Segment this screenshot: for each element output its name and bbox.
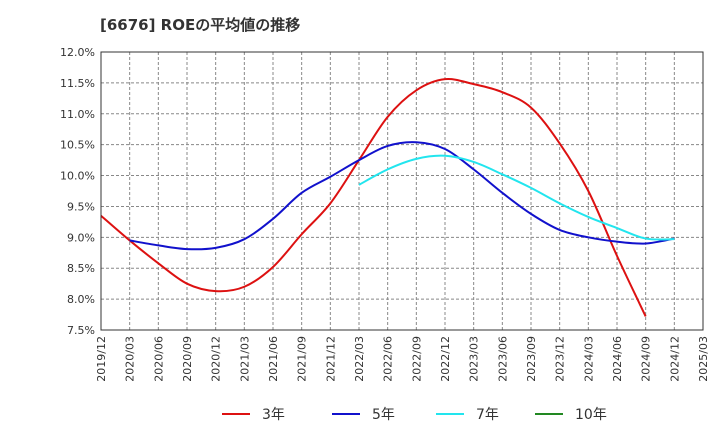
plot-frame bbox=[100, 51, 704, 331]
x-tick-label: 2020/12 bbox=[210, 336, 223, 382]
x-tick-label: 2024/03 bbox=[582, 336, 595, 382]
x-tick-label: 2023/06 bbox=[496, 336, 509, 382]
y-tick-label: 8.0% bbox=[67, 293, 95, 306]
y-tick-label: 10.5% bbox=[60, 139, 95, 152]
axis-layer: 12.0% 11.5% 11.0% 10.5% 10.0% 9.5% 9.0% 8.5% 8.0… bbox=[60, 46, 710, 382]
series-line-1 bbox=[100, 78, 647, 317]
y-tick-label: 9.0% bbox=[67, 231, 95, 244]
x-tick-label: 2020/03 bbox=[124, 336, 137, 382]
y-tick-label: 12.0% bbox=[60, 46, 95, 59]
x-tick-label: 2022/09 bbox=[410, 336, 423, 382]
legend: 3年 5年 7年 10年 bbox=[222, 407, 607, 423]
x-tick-label: 2023/09 bbox=[525, 336, 538, 382]
y-tick-label: 8.5% bbox=[67, 262, 95, 275]
chart-title: [6676] ROEの平均値の推移 bbox=[100, 16, 301, 34]
x-tick-label: 2021/09 bbox=[296, 336, 309, 382]
y-tick-label: 11.0% bbox=[60, 108, 95, 121]
legend-label: 10年 bbox=[575, 407, 607, 423]
series-line-3 bbox=[358, 154, 675, 241]
x-tick-label: 2021/06 bbox=[267, 336, 280, 382]
x-tick-label: 2022/03 bbox=[353, 336, 366, 382]
x-tick-label: 2023/03 bbox=[468, 336, 481, 382]
legend-label: 5年 bbox=[372, 407, 395, 423]
x-tick-label: 2019/12 bbox=[95, 336, 108, 382]
x-tick-label: 2020/06 bbox=[152, 336, 165, 382]
x-tick-label: 2022/12 bbox=[439, 336, 452, 382]
x-tick-label: 2024/09 bbox=[640, 336, 653, 382]
series-layer bbox=[100, 78, 675, 317]
y-tick-label: 10.0% bbox=[60, 170, 95, 183]
x-tick-label: 2023/12 bbox=[554, 336, 567, 382]
series-line-2 bbox=[129, 141, 675, 251]
grid-layer bbox=[100, 51, 704, 331]
legend-label: 7年 bbox=[476, 407, 499, 423]
legend-label: 3年 bbox=[262, 407, 285, 423]
x-tick-label: 2022/06 bbox=[382, 336, 395, 382]
y-tick-label: 11.5% bbox=[60, 77, 95, 90]
x-tick-label: 2020/09 bbox=[181, 336, 194, 382]
y-tick-label: 7.5% bbox=[67, 324, 95, 337]
x-tick-label: 2025/03 bbox=[697, 336, 710, 382]
x-tick-label: 2021/03 bbox=[238, 336, 251, 382]
x-tick-label: 2021/12 bbox=[324, 336, 337, 382]
x-tick-label: 2024/06 bbox=[611, 336, 624, 382]
x-tick-label: 2024/12 bbox=[668, 336, 681, 382]
y-tick-label: 9.5% bbox=[67, 200, 95, 213]
